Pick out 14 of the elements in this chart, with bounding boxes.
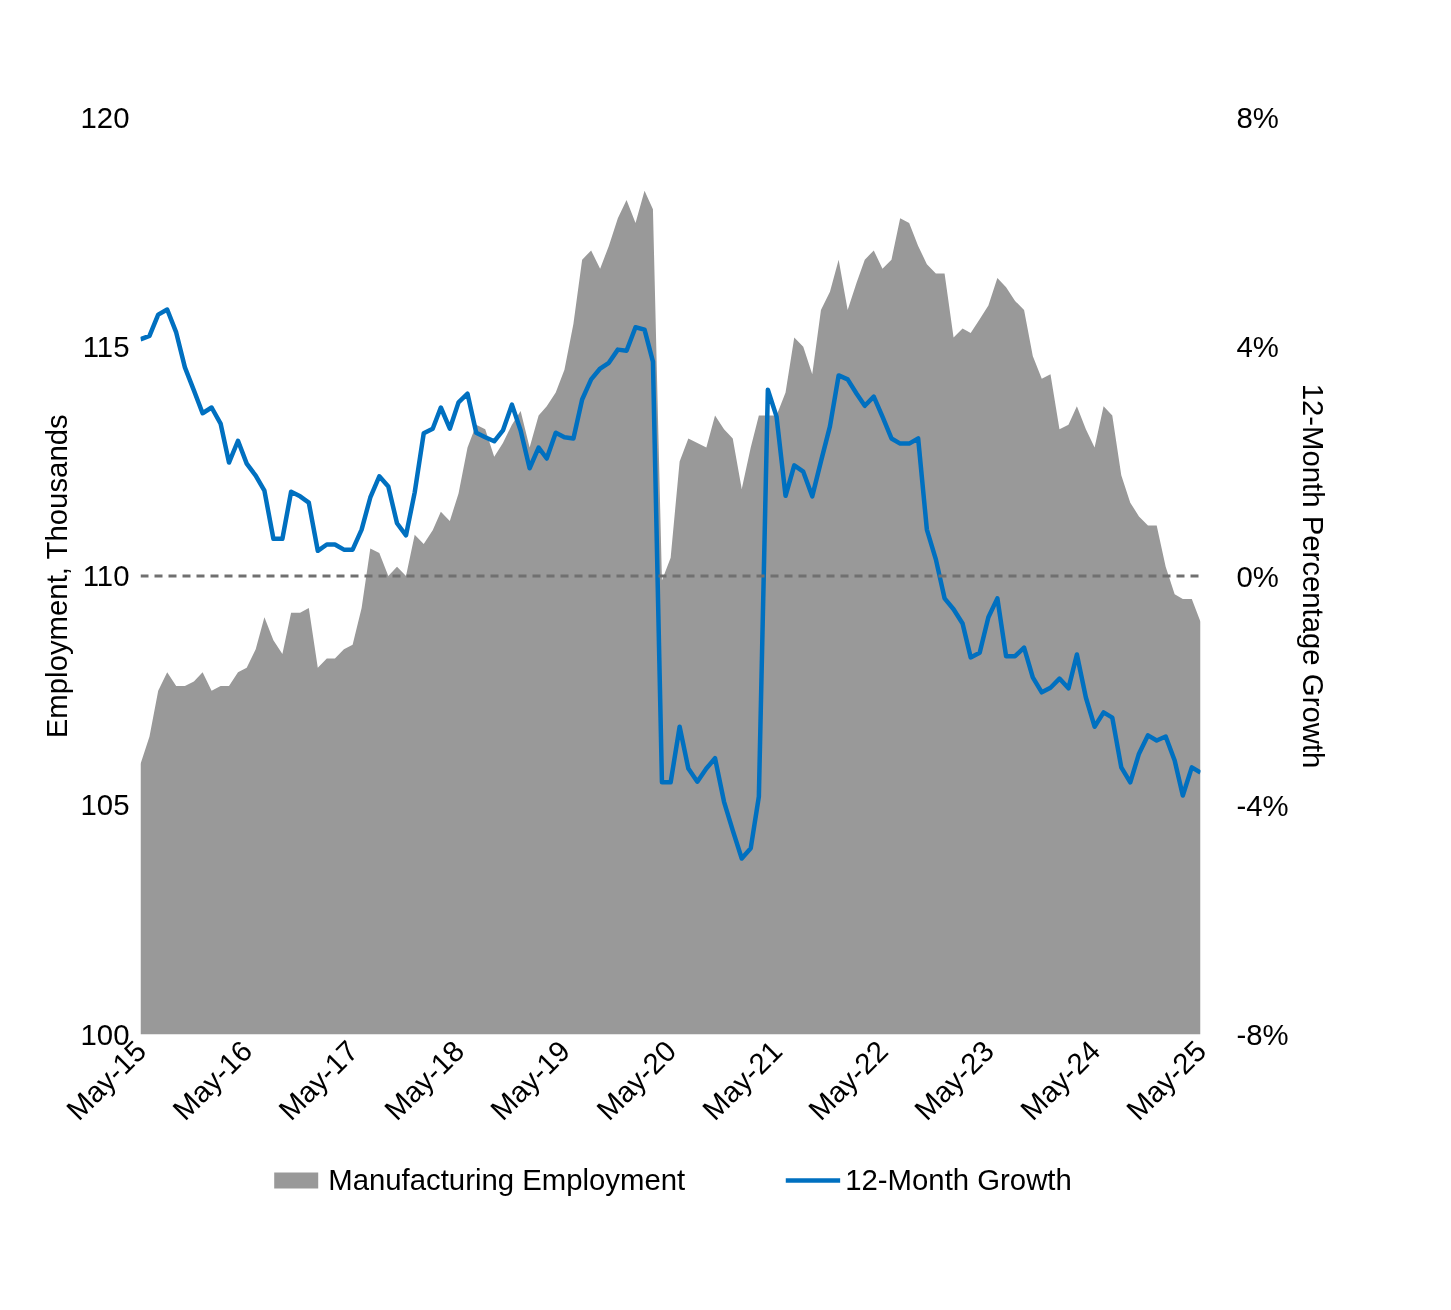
- y-tick-label: 120: [80, 100, 130, 134]
- y-tick-label: 110: [82, 559, 130, 592]
- y2-axis-title: 12-Month Percentage Growth: [1296, 383, 1330, 769]
- y-tick-label: 115: [82, 329, 130, 363]
- y2-tick-label: 8%: [1236, 101, 1279, 134]
- y2-tick-label: 0%: [1236, 559, 1279, 593]
- line-series: [140, 307, 1201, 861]
- y-axis-title: Employment, Thousands: [39, 414, 73, 739]
- legend-label: 12-Month Growth: [845, 1163, 1072, 1197]
- y2-tick-label: -8%: [1236, 1018, 1289, 1051]
- y-tick-label: 105: [80, 788, 130, 822]
- y2-tick-label: -4%: [1236, 788, 1289, 822]
- legend-label: Manufacturing Employment: [328, 1163, 686, 1197]
- y2-tick-label: 4%: [1236, 330, 1279, 364]
